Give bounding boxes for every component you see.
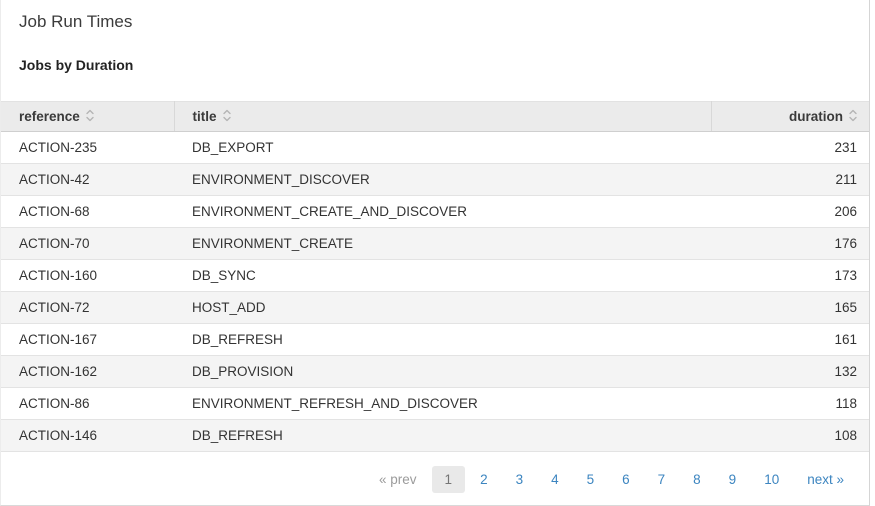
cell-duration: 231 bbox=[711, 131, 869, 164]
page-subtitle: Jobs by Duration bbox=[19, 57, 134, 73]
cell-duration: 165 bbox=[711, 291, 869, 324]
pagination-page-9[interactable]: 9 bbox=[728, 471, 737, 487]
jobs-table: reference title duration ACTION-235 DB_EX… bbox=[1, 101, 869, 452]
cell-duration: 211 bbox=[711, 163, 869, 196]
cell-duration: 176 bbox=[711, 227, 869, 260]
cell-reference: ACTION-86 bbox=[1, 387, 174, 420]
pagination-page-4[interactable]: 4 bbox=[551, 471, 559, 487]
pagination-current-page: 1 bbox=[431, 465, 466, 493]
table-row: ACTION-160 DB_SYNC 173 bbox=[1, 259, 869, 292]
table-row: ACTION-167 DB_REFRESH 161 bbox=[1, 323, 869, 356]
cell-duration: 108 bbox=[711, 419, 869, 452]
cell-duration: 173 bbox=[711, 259, 869, 292]
table-row: ACTION-72 HOST_ADD 165 bbox=[1, 291, 869, 324]
cell-reference: ACTION-72 bbox=[1, 291, 174, 324]
pagination-page-3[interactable]: 3 bbox=[515, 471, 524, 487]
cell-reference: ACTION-68 bbox=[1, 195, 174, 228]
table-row: ACTION-235 DB_EXPORT 231 bbox=[1, 131, 869, 164]
page-title: Job Run Times bbox=[19, 12, 133, 31]
sort-icon bbox=[222, 109, 231, 125]
table-row: ACTION-70 ENVIRONMENT_CREATE 176 bbox=[1, 227, 869, 260]
pagination: « prev 1 2 3 4 5 6 7 8 9 10 next » bbox=[1, 452, 869, 505]
pagination-page-8[interactable]: 8 bbox=[693, 471, 701, 487]
cell-title: DB_SYNC bbox=[174, 259, 711, 292]
column-header-label: duration bbox=[789, 108, 843, 124]
cell-title: DB_PROVISION bbox=[174, 355, 711, 388]
pagination-page-10[interactable]: 10 bbox=[764, 471, 780, 487]
cell-title: DB_REFRESH bbox=[174, 323, 711, 356]
cell-title: HOST_ADD bbox=[174, 291, 711, 324]
table-row: ACTION-86 ENVIRONMENT_REFRESH_AND_DISCOVE… bbox=[1, 387, 869, 420]
pagination-page-6[interactable]: 6 bbox=[622, 471, 630, 487]
cell-reference: ACTION-167 bbox=[1, 323, 174, 356]
column-header-title[interactable]: title bbox=[174, 101, 712, 132]
pagination-page-7[interactable]: 7 bbox=[657, 471, 666, 487]
sort-icon bbox=[86, 109, 94, 125]
cell-title: DB_REFRESH bbox=[174, 419, 711, 452]
table-row: ACTION-162 DB_PROVISION 132 bbox=[1, 355, 869, 388]
cell-duration: 206 bbox=[711, 195, 869, 228]
cell-title: ENVIRONMENT_DISCOVER bbox=[174, 163, 711, 196]
column-header-label: title bbox=[192, 108, 217, 124]
cell-reference: ACTION-162 bbox=[1, 355, 174, 388]
cell-duration: 132 bbox=[711, 355, 869, 388]
cell-title: ENVIRONMENT_REFRESH_AND_DISCOVER bbox=[174, 387, 711, 420]
pagination-next-button[interactable]: next » bbox=[807, 471, 844, 487]
table-row: ACTION-146 DB_REFRESH 108 bbox=[1, 419, 869, 452]
cell-title: DB_EXPORT bbox=[174, 131, 711, 164]
table-row: ACTION-42 ENVIRONMENT_DISCOVER 211 bbox=[1, 163, 869, 196]
sort-icon bbox=[849, 109, 857, 125]
cell-title: ENVIRONMENT_CREATE bbox=[174, 227, 711, 260]
pagination-pages: 1 2 3 4 5 6 7 8 9 10 bbox=[430, 465, 793, 493]
cell-duration: 161 bbox=[711, 323, 869, 356]
cell-reference: ACTION-235 bbox=[1, 131, 174, 164]
table-header-row: reference title duration bbox=[1, 101, 869, 132]
table-body: ACTION-235 DB_EXPORT 231 ACTION-42 ENVIRONME… bbox=[1, 131, 869, 452]
table-header: reference title duration bbox=[1, 101, 869, 132]
cell-reference: ACTION-146 bbox=[1, 419, 174, 452]
cell-duration: 118 bbox=[711, 387, 869, 420]
pagination-page-2[interactable]: 2 bbox=[480, 471, 488, 487]
pagination-page-5[interactable]: 5 bbox=[586, 471, 595, 487]
table-row: ACTION-68 ENVIRONMENT_CREATE_AND_DISCOVER… bbox=[1, 195, 869, 228]
cell-title: ENVIRONMENT_CREATE_AND_DISCOVER bbox=[174, 195, 711, 228]
cell-reference: ACTION-70 bbox=[1, 227, 174, 260]
cell-reference: ACTION-42 bbox=[1, 163, 174, 196]
column-header-reference[interactable]: reference bbox=[1, 101, 175, 132]
column-header-label: reference bbox=[19, 108, 80, 124]
pagination-prev-button: « prev bbox=[379, 471, 417, 487]
cell-reference: ACTION-160 bbox=[1, 259, 174, 292]
column-header-duration[interactable]: duration bbox=[711, 101, 869, 132]
